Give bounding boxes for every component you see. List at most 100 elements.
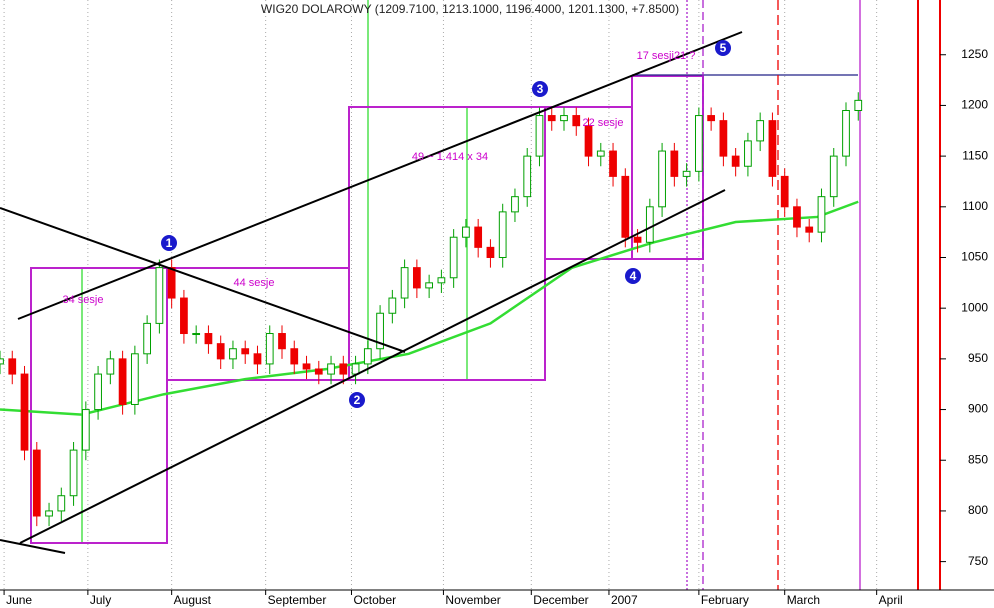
candle-body: [327, 363, 335, 375]
y-tick-label: 800: [968, 503, 988, 517]
candle-body: [167, 267, 176, 299]
x-tick-label: December: [533, 593, 588, 607]
trend-line: [0, 207, 406, 353]
candle-body: [829, 155, 838, 198]
x-tick-label: March: [787, 593, 820, 607]
candle-body: [216, 343, 225, 360]
annotation: 34 sesje: [63, 294, 104, 306]
marker-circle: [349, 392, 365, 408]
candle-body: [290, 348, 299, 365]
chart-title: WIG20 DOLAROWY (1209.7100, 1213.1000, 11…: [261, 2, 679, 16]
marker-label: 1: [166, 236, 173, 250]
x-tick-label: February: [701, 593, 749, 607]
y-tick-label: 750: [968, 554, 988, 568]
x-tick-label: November: [445, 593, 500, 607]
candle-body: [81, 409, 90, 451]
candle-body: [547, 115, 556, 122]
moving-average: [0, 200, 859, 416]
x-tick-label: October: [353, 593, 396, 607]
candle-body: [744, 140, 752, 167]
candle-body: [584, 125, 593, 157]
candle-body: [609, 150, 617, 177]
candle-body: [57, 495, 66, 512]
candle-body: [560, 115, 568, 122]
candle-body: [130, 353, 139, 405]
y-tick-label: 1150: [962, 148, 988, 162]
candle-body: [805, 226, 814, 233]
annotation: 44 sesje: [234, 277, 275, 289]
candle-body: [412, 267, 421, 289]
marker-label: 2: [354, 393, 361, 407]
marker-label: 5: [720, 41, 727, 55]
candle-body: [572, 115, 581, 127]
candle-body: [682, 170, 691, 177]
candle-body: [474, 226, 483, 248]
candle-body: [314, 368, 323, 375]
grid: [3, 0, 878, 590]
candle-body: [180, 297, 188, 335]
y-tick-label: 1250: [961, 47, 988, 61]
candle-body: [45, 510, 53, 517]
candle-body: [229, 348, 237, 360]
box: [631, 75, 704, 260]
marker-circle: [625, 268, 641, 284]
candle-body: [621, 175, 630, 238]
annotation: 17 sesji21 ?: [637, 50, 696, 62]
candle-body: [69, 449, 78, 497]
candle-body: [253, 353, 262, 365]
candle-body: [204, 333, 213, 345]
candle-body: [376, 312, 384, 350]
x-tick-label: 2007: [611, 593, 638, 607]
marker-circle: [161, 235, 177, 251]
candle-body: [192, 333, 201, 336]
trend-line: [19, 189, 726, 544]
x-tick-label: June: [6, 593, 32, 607]
candle-body: [535, 115, 544, 157]
candle-body: [0, 358, 4, 365]
marker-circle: [532, 81, 548, 97]
candle-body: [793, 206, 801, 228]
axes: June July August September October November De…: [0, 47, 994, 607]
candle-body: [523, 155, 532, 198]
candle-body: [633, 236, 642, 243]
candle-body: [719, 120, 728, 157]
candle-body: [425, 282, 434, 289]
y-tick-label: 850: [968, 452, 988, 466]
candle-body: [658, 150, 666, 208]
candle-body: [94, 373, 102, 411]
y-tick-label: 1100: [962, 199, 988, 213]
candle-body: [511, 196, 519, 213]
candle-body: [437, 277, 446, 284]
y-tick-label: 1000: [961, 300, 988, 314]
candle-body: [388, 297, 397, 314]
x-tick-label: August: [174, 593, 212, 607]
trend-line: [17, 31, 743, 320]
candle-body: [20, 373, 29, 451]
candle-body: [817, 196, 826, 233]
candle-body: [302, 363, 311, 370]
trend-lines: [0, 31, 743, 554]
candle-body: [118, 358, 127, 405]
candle-body: [670, 150, 679, 177]
x-tick-label: September: [268, 593, 327, 607]
y-tick-label: 1050: [961, 250, 988, 264]
candle-body: [596, 150, 605, 157]
candle-body: [339, 363, 348, 375]
x-tick-label: July: [90, 593, 111, 607]
candle-body: [486, 246, 495, 258]
candle-body: [694, 115, 703, 172]
candle-body: [854, 99, 863, 111]
candle-body: [265, 333, 274, 365]
candle-body: [731, 155, 740, 167]
y-tick-label: 900: [968, 402, 988, 416]
candle-body: [241, 348, 250, 355]
candle-body: [351, 363, 360, 375]
candle-body: [780, 175, 789, 208]
candle-body: [449, 236, 458, 279]
annotation: 49 ~ 1.414 x 34: [412, 151, 488, 163]
candle-body: [8, 358, 17, 375]
drawings: [30, 0, 941, 590]
candle-body: [106, 358, 115, 375]
marker-label: 4: [630, 269, 637, 283]
